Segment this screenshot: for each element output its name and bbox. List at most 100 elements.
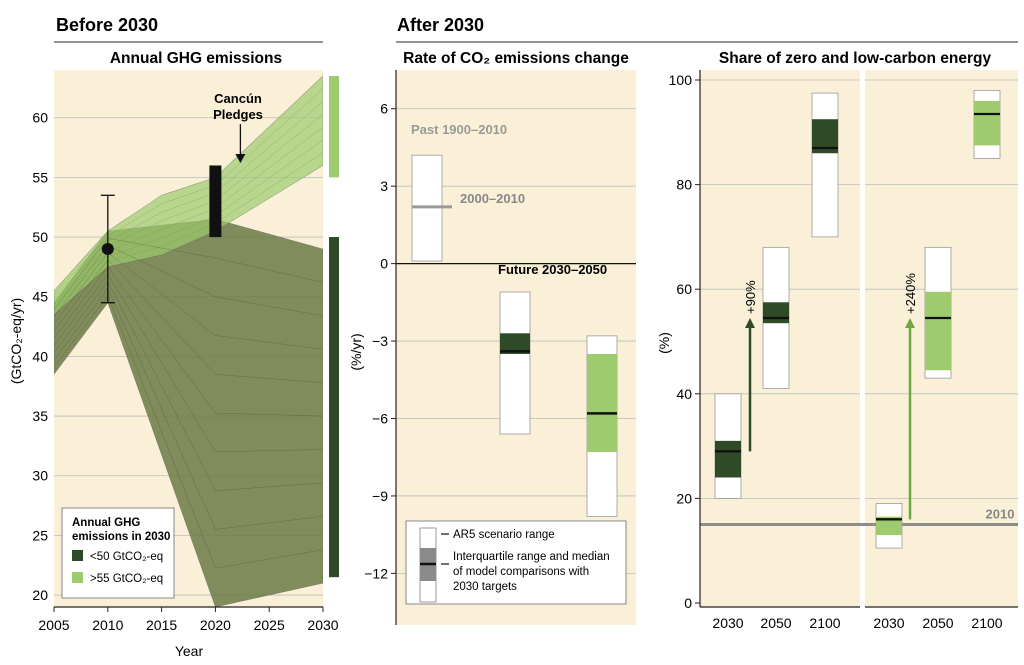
y-tick-label: 6 bbox=[380, 101, 388, 117]
chart-c-y-label: (%) bbox=[656, 332, 672, 354]
chart-c-x-ticks: 2030 2050 2100 2030 2050 2100 bbox=[712, 615, 1002, 631]
chart-b-y-ticks: 6 3 0 −3 −6 −9 −12 bbox=[364, 101, 396, 581]
legend-title-line1: Annual GHG bbox=[72, 517, 140, 529]
section-header-before: Before 2030 bbox=[56, 15, 158, 35]
scenario-line bbox=[54, 139, 323, 308]
iqr-box bbox=[876, 516, 902, 536]
legend-swatch-light bbox=[72, 572, 83, 583]
y-tick-label: 3 bbox=[380, 178, 388, 194]
scenario-line bbox=[54, 245, 323, 318]
cancun-label-line2: Pledges bbox=[213, 107, 263, 122]
chart-c-y-ticks: 0 20 40 60 80 100 bbox=[669, 72, 700, 611]
iqr-box bbox=[925, 291, 951, 371]
y-tick-label: 50 bbox=[32, 229, 48, 245]
cancun-arrow-head bbox=[235, 154, 246, 163]
side-range-bar-1 bbox=[329, 75, 339, 178]
x-tick-label: 2010 bbox=[92, 617, 123, 633]
band-above-55 bbox=[54, 75, 323, 316]
scenario-line bbox=[54, 273, 323, 453]
y-tick-label: 35 bbox=[32, 408, 48, 424]
y-tick-label: 25 bbox=[32, 527, 48, 543]
chart-c-boxes: +90% +240% bbox=[714, 90, 1001, 549]
x-tick-label: 2015 bbox=[146, 617, 177, 633]
y-tick-label: 40 bbox=[32, 348, 48, 364]
y-tick-label: −3 bbox=[372, 333, 388, 349]
chart-a-bands bbox=[54, 75, 323, 607]
legend-b-item2-line1: Interquartile range and median bbox=[453, 551, 610, 563]
chart-a-y-ticks: 20 25 30 35 40 45 50 55 60 bbox=[32, 110, 48, 603]
x-tick-label: 2100 bbox=[971, 615, 1002, 631]
iqr-box bbox=[974, 100, 1000, 146]
y-tick-label: 55 bbox=[32, 169, 48, 185]
y-tick-label: 0 bbox=[380, 256, 388, 272]
x-tick-label: 2005 bbox=[38, 617, 69, 633]
iqr-box bbox=[715, 440, 741, 478]
chart-a-x-ticks: 2005 2010 2015 2020 2025 2030 bbox=[38, 607, 339, 633]
chart-b-y-label: (%/yr) bbox=[348, 333, 364, 370]
range-box bbox=[811, 92, 839, 238]
scenario-line bbox=[54, 287, 323, 530]
legend-b-item2-line3: 2030 targets bbox=[453, 581, 517, 593]
scenario-line bbox=[54, 152, 323, 312]
y-tick-label: 30 bbox=[32, 468, 48, 484]
iqr-box bbox=[587, 353, 617, 453]
y-tick-label: 45 bbox=[32, 289, 48, 305]
chart-b-boxes bbox=[411, 154, 618, 517]
chart-b-legend: AR5 scenario range Interquartile range a… bbox=[405, 520, 627, 605]
scenario-line bbox=[54, 101, 323, 298]
legend-swatch-dark bbox=[72, 550, 83, 561]
reference-label: 2010 bbox=[986, 507, 1015, 522]
chart-a-marks bbox=[100, 75, 339, 578]
scenario-line bbox=[54, 88, 323, 295]
iqr-box bbox=[500, 333, 530, 354]
scenario-line bbox=[54, 259, 323, 383]
y-tick-label: 80 bbox=[676, 177, 692, 193]
growth-arrow-label: +240% bbox=[903, 273, 918, 314]
scenario-line bbox=[54, 126, 323, 305]
growth-arrow-label: +90% bbox=[743, 280, 758, 314]
annotation-future: Future 2030–2050 bbox=[498, 262, 607, 277]
y-tick-label: 40 bbox=[676, 386, 692, 402]
growth-arrow-head bbox=[745, 317, 755, 328]
y-tick-label: −12 bbox=[364, 565, 388, 581]
legend-b-item1: AR5 scenario range bbox=[453, 529, 555, 541]
legend-title-line2: emissions in 2030 bbox=[72, 531, 170, 543]
y-tick-label: −9 bbox=[372, 488, 388, 504]
scenario-line bbox=[54, 295, 323, 569]
chart-a-title: Annual GHG emissions bbox=[110, 50, 282, 67]
x-tick-label: 2030 bbox=[307, 617, 338, 633]
y-tick-label: −6 bbox=[372, 410, 388, 426]
y-tick-label: 100 bbox=[669, 72, 693, 88]
y-tick-label: 0 bbox=[684, 595, 692, 611]
growth-arrow-head bbox=[905, 317, 915, 328]
x-tick-label: 2050 bbox=[922, 615, 953, 631]
x-tick-label: 2050 bbox=[760, 615, 791, 631]
y-tick-label: 20 bbox=[676, 490, 692, 506]
scenario-line bbox=[54, 252, 323, 350]
annotation-past: Past 1900–2010 bbox=[411, 122, 507, 137]
chart-a-y-label: (GtCO₂-eq/yr) bbox=[8, 298, 24, 384]
scenario-line bbox=[54, 114, 323, 302]
chart-c-title: Share of zero and low-carbon energy bbox=[719, 50, 992, 67]
range-box bbox=[499, 291, 531, 435]
chart-a-legend: Annual GHG emissions in 2030 <50 GtCO₂-e… bbox=[61, 507, 175, 599]
x-tick-label: 2020 bbox=[200, 617, 231, 633]
iqr-box bbox=[763, 302, 789, 324]
scenario-line bbox=[54, 266, 323, 417]
legend-b-item2-line2: of model comparisons with bbox=[453, 566, 589, 578]
cancun-label-line1: Cancún bbox=[214, 91, 262, 106]
scenario-line bbox=[54, 280, 323, 491]
x-tick-label: 2100 bbox=[809, 615, 840, 631]
legend-item-dark: <50 GtCO₂-eq bbox=[90, 551, 163, 563]
cancun-pledges-bar bbox=[209, 165, 222, 238]
legend-item-light: >55 GtCO₂-eq bbox=[90, 573, 163, 585]
section-header-after: After 2030 bbox=[397, 15, 484, 35]
chart-b-title: Rate of CO₂ emissions change bbox=[403, 50, 629, 67]
x-tick-label: 2025 bbox=[254, 617, 285, 633]
x-tick-label: 2030 bbox=[712, 615, 743, 631]
side-range-bar-2 bbox=[329, 237, 339, 578]
annotation-recent: 2000–2010 bbox=[460, 191, 525, 206]
chart-b-legend-box bbox=[405, 520, 627, 605]
chart-a-x-label: Year bbox=[175, 643, 204, 659]
